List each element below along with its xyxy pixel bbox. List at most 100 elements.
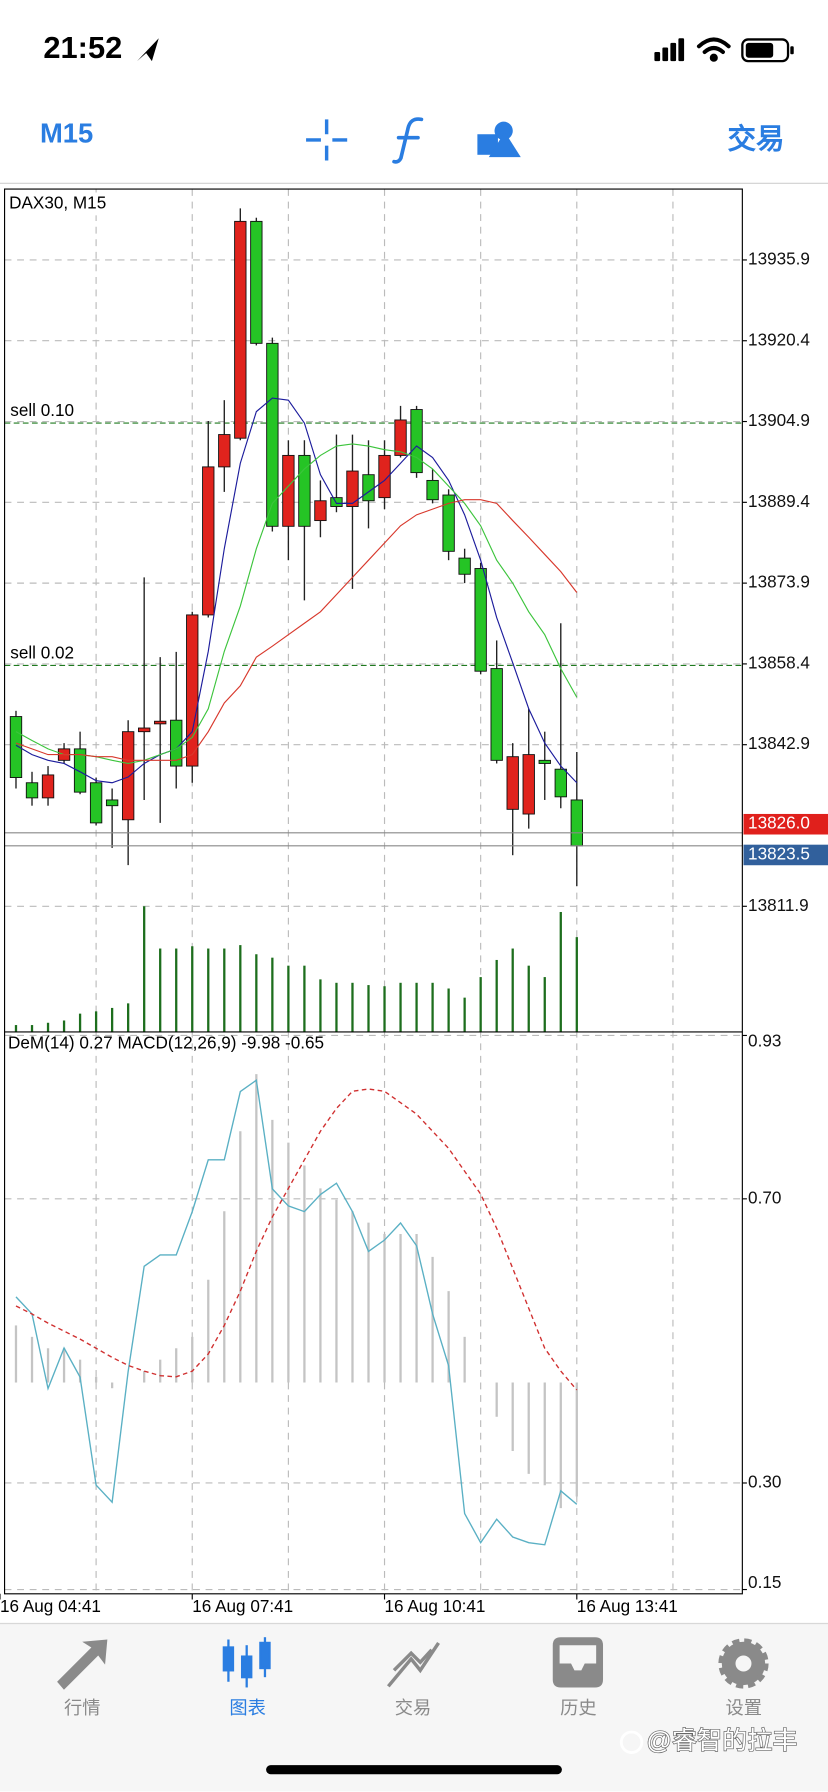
trade-button[interactable]: 交易 (728, 123, 785, 156)
dem-value: 0.27 (79, 1032, 112, 1052)
candle-body (426, 479, 439, 501)
volume-bar (383, 986, 386, 1032)
volume-bar (78, 1013, 82, 1032)
volume-bar (431, 982, 434, 1032)
candle-body (154, 720, 167, 725)
volume-bar (94, 1011, 98, 1032)
candle-body (250, 220, 263, 344)
home-indicator (266, 1765, 562, 1775)
watermark: @睿智的拉丰 (646, 1727, 797, 1755)
order-label: sell 0.10 (10, 400, 74, 420)
x-tick-label: 16 Aug 07:41 (192, 1596, 293, 1616)
location-icon (137, 38, 159, 62)
candle-body (442, 494, 455, 552)
volume-bar (127, 1003, 130, 1032)
volume-bar (367, 985, 370, 1032)
volume-bar (271, 957, 274, 1032)
tab-label[interactable]: 图表 (229, 1697, 266, 1718)
y-tick-label: 0.70 (748, 1187, 781, 1207)
macd-name: MACD(12,26,9) (117, 1032, 236, 1052)
crosshair-button[interactable] (306, 119, 348, 161)
candle-body (362, 474, 375, 502)
candle-body (73, 748, 87, 793)
volume-bar (559, 911, 562, 1032)
volume-bar (207, 948, 210, 1032)
volume-bar (239, 945, 242, 1032)
candle-body (506, 756, 519, 810)
volume-bar (223, 948, 226, 1032)
candle-body (474, 568, 487, 672)
volume-bar (287, 965, 290, 1032)
objects-button[interactable] (477, 121, 521, 158)
candle-body (282, 454, 295, 527)
status-time: 21:52 (43, 30, 122, 65)
volume-bar (303, 965, 306, 1032)
y-tick-label: 0.30 (748, 1472, 781, 1492)
volume-bar (447, 988, 450, 1032)
chart-title: DAX30, M15 (9, 192, 106, 212)
moving-average (15, 443, 578, 765)
candle-body (9, 716, 23, 778)
volume-bar (399, 982, 402, 1032)
volume-bar (463, 997, 466, 1032)
candle-body (138, 727, 151, 733)
candle-body (186, 614, 199, 767)
candle-body (346, 470, 359, 507)
wifi-icon (696, 37, 731, 62)
indicator-button[interactable] (392, 117, 424, 164)
x-tick-label: 16 Aug 04:41 (0, 1596, 101, 1616)
chart-icon[interactable] (222, 1637, 271, 1688)
settings-icon[interactable] (718, 1638, 769, 1689)
volume-bar (30, 1025, 34, 1032)
candle-body (378, 454, 391, 499)
macd-value: -9.98 (241, 1032, 280, 1052)
moving-average (15, 397, 578, 784)
trade-icon[interactable] (386, 1641, 440, 1688)
order-label: sell 0.02 (10, 643, 74, 663)
candle-body (25, 782, 39, 799)
volume-bar (110, 1007, 114, 1032)
volume-bar (575, 937, 578, 1032)
volume-bar (335, 982, 338, 1032)
candle-body (394, 419, 407, 456)
volume-bar (255, 954, 258, 1032)
history-icon[interactable] (552, 1637, 604, 1688)
volume-bar (46, 1022, 50, 1032)
candle-body (89, 782, 103, 824)
y-tick-label: 13904.9 (748, 410, 810, 430)
ask-label-bg (743, 813, 828, 835)
signal-line (15, 1088, 578, 1391)
dem-name: DeM(14) (8, 1032, 75, 1052)
y-tick-label: 13873.9 (748, 572, 810, 592)
candle-body (570, 799, 583, 847)
quotes-icon[interactable] (57, 1639, 108, 1690)
ask-label: 13826.0 (748, 813, 810, 833)
chart: 13935.9 13920.4 13904.9 13889.4 13873.9 13858… (0, 189, 828, 1616)
tab-label[interactable]: 设置 (725, 1697, 762, 1718)
timeframe-button[interactable]: M15 (40, 118, 93, 149)
y-tick-label: 0.93 (748, 1031, 781, 1051)
volume-bar (14, 1025, 18, 1032)
candle-body (490, 668, 503, 761)
tab-label[interactable]: 交易 (395, 1697, 432, 1718)
volume-bar (543, 977, 546, 1032)
signal-value: -0.65 (285, 1032, 324, 1052)
bid-label: 13823.5 (748, 843, 810, 863)
x-tick-label: 16 Aug 10:41 (385, 1596, 486, 1616)
volume-bar (159, 948, 162, 1032)
candle-body (218, 434, 231, 468)
y-tick-label: 13889.4 (748, 491, 810, 511)
x-tick-label: 16 Aug 13:41 (577, 1596, 678, 1616)
tab-label[interactable]: 行情 (64, 1697, 101, 1718)
tab-label[interactable]: 历史 (560, 1697, 597, 1718)
y-tick-label: 13858.4 (748, 652, 810, 672)
candle-body (522, 754, 535, 815)
chart-frame (3, 188, 743, 1595)
volume-bar (527, 965, 530, 1032)
candle-body (202, 466, 215, 616)
candle-body (410, 409, 423, 474)
candle-body (314, 500, 327, 522)
moving-average (15, 499, 578, 761)
y-tick-label: 13920.4 (748, 329, 810, 349)
